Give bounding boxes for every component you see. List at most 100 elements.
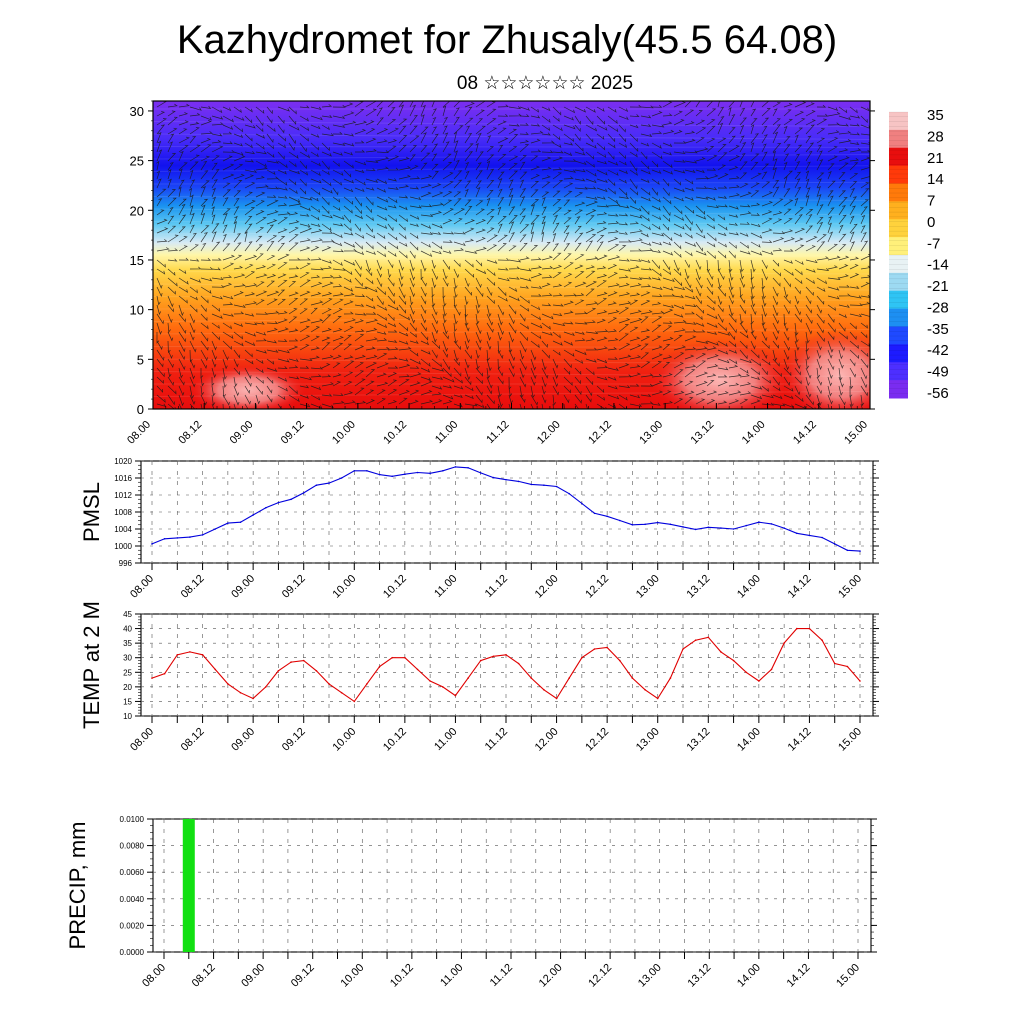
wind-barb [519, 349, 525, 360]
wind-barb [695, 360, 707, 369]
wind-barb [574, 293, 585, 297]
wind-barb [728, 322, 737, 334]
wind-barb [497, 177, 503, 189]
wind-barb [255, 358, 264, 364]
wind-barb [244, 403, 251, 409]
colorbar-swatch [889, 290, 908, 310]
wind-barb [442, 191, 453, 198]
wind-barb [321, 169, 330, 176]
wind-barb [200, 131, 213, 135]
wind-barb [530, 304, 541, 311]
wind-barb [772, 403, 786, 407]
wind-barb [684, 295, 696, 300]
wind-barb [849, 172, 859, 180]
wind-barb [662, 187, 670, 197]
wind-barb [178, 214, 187, 225]
wind-barb [332, 316, 342, 324]
wind-barb [684, 369, 696, 378]
wind-barb [442, 340, 449, 352]
wind-barb [541, 331, 553, 336]
wind-barb [321, 354, 334, 360]
data-point [378, 473, 381, 476]
wind-barb [233, 403, 236, 409]
wind-barb [398, 259, 404, 271]
wind-barb [728, 184, 740, 189]
wind-barb [222, 302, 234, 306]
wind-barb [684, 329, 697, 333]
wind-barb [453, 394, 463, 398]
wind-barb [365, 128, 376, 135]
data-point [568, 677, 570, 679]
wind-barb [651, 249, 661, 254]
wind-barb [398, 389, 410, 396]
wind-barb [563, 169, 577, 173]
wind-barb [530, 367, 537, 380]
wind-barb [849, 141, 860, 145]
data-point [720, 651, 722, 653]
wind-barb [519, 215, 526, 225]
wind-barb [618, 394, 628, 401]
wind-barb [409, 389, 420, 396]
wind-barb [299, 142, 307, 153]
wind-barb [387, 107, 396, 117]
wind-barb [420, 101, 425, 108]
wind-barb [684, 277, 692, 289]
wind-barb [398, 118, 408, 126]
x-tick-label: 11.12 [483, 726, 510, 753]
wind-barb [530, 106, 540, 113]
wind-barb [354, 400, 367, 405]
wind-barb [409, 365, 420, 369]
wind-barb [277, 298, 286, 306]
wind-barb [563, 142, 574, 146]
wind-barb [717, 122, 724, 135]
wind-barb [541, 303, 552, 307]
wind-barb [442, 180, 454, 189]
wind-barb [541, 115, 551, 123]
wind-barb [387, 196, 398, 204]
wind-barb [541, 367, 549, 379]
wind-barb [464, 106, 473, 117]
wind-barb [387, 313, 395, 322]
x-tick-label: 15.00 [836, 573, 864, 601]
wind-barb [266, 186, 279, 190]
wind-barb [684, 286, 694, 293]
wind-barb [189, 394, 196, 405]
wind-barb [618, 169, 629, 175]
wind-barb [156, 367, 165, 378]
data-point [758, 521, 760, 523]
wind-barb [365, 241, 374, 250]
wind-barb [255, 124, 264, 133]
y-tick-label: 45 [123, 610, 132, 619]
wind-barb [222, 141, 233, 145]
wind-barb [794, 286, 801, 295]
wind-barb [607, 133, 616, 143]
wind-barb [552, 124, 563, 132]
wind-barb [860, 282, 870, 288]
wind-barb [321, 336, 331, 342]
wind-barb [739, 241, 750, 249]
wind-barb [211, 214, 216, 225]
wind-barb [464, 286, 473, 296]
contour-band [153, 133, 870, 140]
wind-barb [288, 178, 297, 186]
wind-barb [233, 151, 244, 156]
wind-barb [409, 196, 422, 201]
wind-barb [332, 196, 341, 203]
wind-barb [464, 219, 476, 225]
wind-barb [156, 209, 165, 216]
wind-barb [376, 277, 383, 288]
y-tick-label: 1000 [114, 542, 132, 551]
wind-barb [288, 297, 299, 306]
wind-barb [376, 331, 387, 335]
wind-barb [321, 246, 332, 252]
wind-barb [420, 331, 429, 341]
wind-barb [662, 151, 672, 156]
wind-barb [431, 349, 438, 359]
wind-barb [761, 331, 768, 342]
wind-barb [640, 232, 649, 238]
wind-barb [519, 122, 529, 126]
data-point [239, 521, 242, 523]
wind-barb [563, 253, 572, 261]
wind-barb [662, 113, 673, 117]
wind-barb [376, 268, 382, 278]
